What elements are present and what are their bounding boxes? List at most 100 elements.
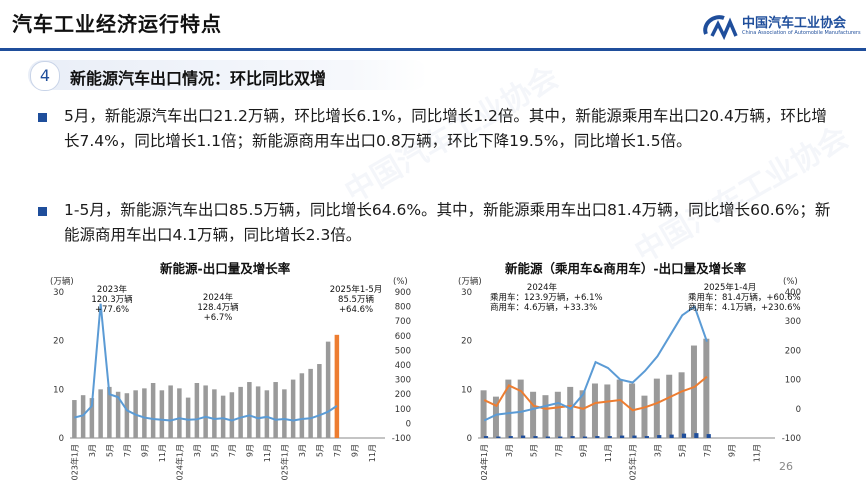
chart-bar xyxy=(582,436,588,438)
section-bar xyxy=(28,60,428,90)
chart-bar xyxy=(706,434,711,438)
y-tick-right: 300 xyxy=(785,317,801,327)
chart-bar xyxy=(124,393,130,438)
chart-bar xyxy=(159,390,165,438)
chart-bar xyxy=(229,392,235,438)
x-tick-label: 9月 xyxy=(140,444,149,457)
chart-bar xyxy=(545,436,550,438)
chart-annotation: 85.5万辆 xyxy=(338,294,374,305)
chart-line xyxy=(483,305,708,422)
chart-bar xyxy=(496,436,501,438)
x-tick-label: 5月 xyxy=(530,444,539,457)
bullet-text: 1-5月，新能源汽车出口85.5万辆，同比增长64.6%。其中，新能源乘用车出口… xyxy=(64,201,831,244)
chart-bar xyxy=(80,395,86,438)
chart-bar xyxy=(255,386,261,438)
x-tick-label: 11月 xyxy=(368,444,377,462)
x-tick-label: 5月 xyxy=(315,444,324,457)
x-tick-label: 5月 xyxy=(210,444,219,457)
x-tick-label: 9月 xyxy=(728,444,737,457)
y-axis-left-label: (万辆) xyxy=(458,276,482,287)
y-tick-right: 900 xyxy=(395,288,411,298)
chart-bar xyxy=(570,436,575,438)
chart-bar xyxy=(317,364,322,438)
page-number: 26 xyxy=(779,460,793,473)
x-tick-label: 2025年1月 xyxy=(279,444,289,480)
x-tick-label: 3月 xyxy=(193,444,202,457)
bullet-text: 5月，新能源汽车出口21.2万辆，环比增长6.1%，同比增长1.2倍。其中，新能… xyxy=(64,107,827,150)
chart-bar xyxy=(98,389,103,438)
y-tick-right: 0 xyxy=(796,405,801,415)
y-tick-right: 300 xyxy=(395,376,411,386)
chart-bar xyxy=(185,397,191,438)
chart-bar xyxy=(632,435,637,438)
chart-bar xyxy=(115,391,121,438)
chart-bar xyxy=(220,395,226,438)
x-tick-label: 7月 xyxy=(123,444,132,457)
y-tick-left: 30 xyxy=(461,288,472,298)
caam-logo-icon xyxy=(703,15,738,41)
y-tick-right: 600 xyxy=(395,332,411,342)
y-tick-left: 30 xyxy=(53,288,64,298)
x-tick-label: 5月 xyxy=(105,444,114,457)
chart-annotation: 商用车：4.6万辆，+33.3% xyxy=(490,302,597,313)
x-tick-label: 2023年1月 xyxy=(69,444,79,480)
x-tick-label: 7月 xyxy=(554,444,563,457)
y-tick-right: -100 xyxy=(392,434,411,444)
page-title: 汽车工业经济运行特点 xyxy=(12,12,222,36)
chart-bar xyxy=(508,436,513,438)
y-tick-left: 0 xyxy=(467,434,472,444)
y-tick-right: 100 xyxy=(395,405,411,415)
chart-bar xyxy=(644,436,649,438)
y-tick-right: 100 xyxy=(785,376,801,386)
chart-bar xyxy=(521,435,526,438)
chart-bar xyxy=(142,388,147,438)
y-axis-right-label: (%) xyxy=(783,277,798,287)
x-tick-label: 7月 xyxy=(228,444,237,457)
chart-bar xyxy=(567,386,574,438)
chart-bar xyxy=(604,384,611,438)
chart-title: 新能源（乘用车&商用车）-出口量及增长率 xyxy=(505,261,747,276)
chart-bar xyxy=(703,338,710,438)
chart-bar xyxy=(282,389,287,438)
chart-bar xyxy=(308,368,313,438)
chart-bar xyxy=(579,390,586,438)
bullet-square-icon xyxy=(38,113,47,122)
chart-annotation: +6.7% xyxy=(204,313,233,323)
x-tick-label: 9月 xyxy=(350,444,359,457)
chart-bar xyxy=(168,385,173,438)
chart-bar xyxy=(607,436,612,438)
chart-annotation: 2025年1-5月 xyxy=(330,284,383,295)
chart-line xyxy=(483,375,708,412)
x-tick-label: 11月 xyxy=(752,444,761,462)
chart-bar xyxy=(666,374,673,438)
chart-bar xyxy=(480,390,487,438)
logo: 中国汽车工业协会 China Association of Automobile… xyxy=(700,10,861,44)
chart-bar xyxy=(212,389,217,438)
chart-bar xyxy=(264,390,270,438)
chart-annotation: 乘用车：123.9万辆，+6.1% xyxy=(490,292,603,303)
x-tick-label: 3月 xyxy=(298,444,307,457)
chart-annotation: +77.6% xyxy=(95,305,129,315)
x-tick-label: 7月 xyxy=(703,444,712,457)
chart-annotation: 120.3万辆 xyxy=(91,294,133,305)
x-tick-label: 9月 xyxy=(245,444,254,457)
chart-bar xyxy=(591,383,598,438)
bullet-square-icon xyxy=(38,207,47,216)
x-tick-label: 3月 xyxy=(653,444,662,457)
y-tick-left: 10 xyxy=(53,385,64,395)
x-tick-label: 5月 xyxy=(678,444,687,457)
x-tick-label: 2024年1月 xyxy=(174,444,184,480)
y-tick-right: 700 xyxy=(395,317,411,327)
y-tick-right: 500 xyxy=(395,346,411,356)
chart-bar xyxy=(325,341,331,438)
y-tick-right: -100 xyxy=(782,434,801,444)
logo-name: 中国汽车工业协会 xyxy=(742,16,847,31)
chart-bar xyxy=(694,433,699,438)
chart-bar xyxy=(678,372,685,438)
chart-bar xyxy=(238,386,243,438)
x-tick-label: 11月 xyxy=(263,444,272,462)
chart-bar xyxy=(290,379,296,438)
x-tick-label: 2025年1月 xyxy=(628,444,638,480)
chart-bar xyxy=(595,436,600,438)
chart-annotation: 商用车：4.1万辆，+230.6% xyxy=(688,302,801,313)
